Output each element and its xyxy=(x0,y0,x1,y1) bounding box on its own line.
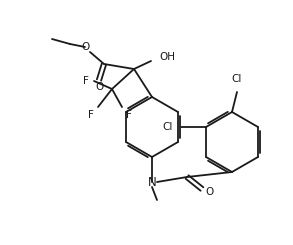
Text: F: F xyxy=(88,110,94,120)
Text: N: N xyxy=(148,175,156,188)
Text: F: F xyxy=(126,110,132,120)
Text: O: O xyxy=(205,187,213,197)
Text: Cl: Cl xyxy=(232,74,242,84)
Text: OH: OH xyxy=(159,52,175,62)
Text: Cl: Cl xyxy=(163,122,173,132)
Text: F: F xyxy=(83,76,89,86)
Text: O: O xyxy=(95,82,103,92)
Text: O: O xyxy=(81,42,89,52)
